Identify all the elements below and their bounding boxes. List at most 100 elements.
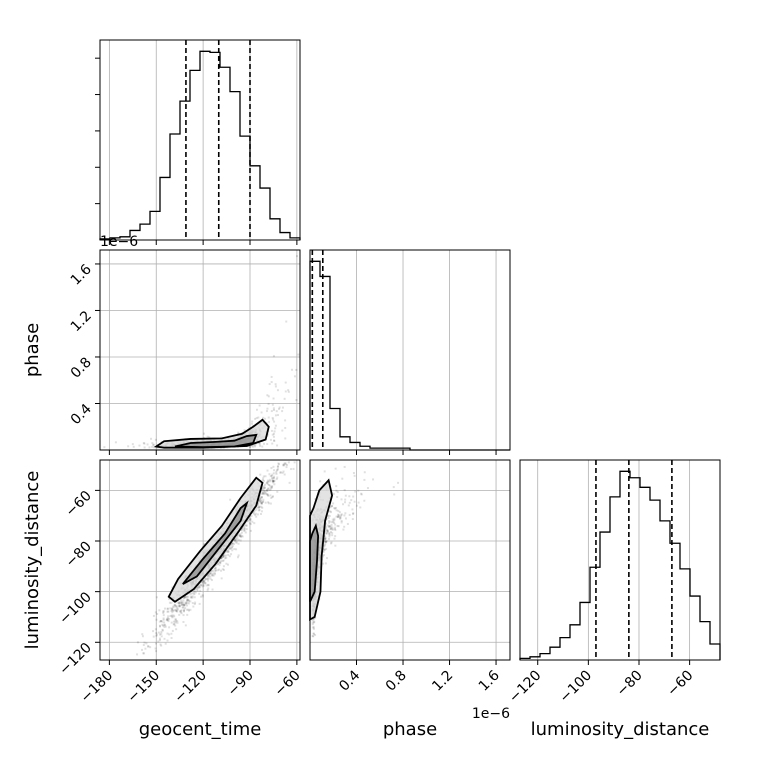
sample-point	[324, 530, 327, 533]
sample-point	[335, 515, 338, 518]
sample-point	[170, 607, 173, 610]
sample-point	[152, 443, 155, 446]
sample-point	[331, 518, 334, 521]
sample-point	[177, 604, 180, 607]
sample-point	[272, 480, 275, 483]
sample-point	[190, 592, 193, 595]
sample-point	[267, 416, 270, 419]
sample-point	[174, 618, 177, 621]
sample-point	[180, 599, 183, 602]
sample-point	[202, 432, 205, 435]
sample-point	[186, 599, 189, 602]
sample-point	[339, 517, 342, 520]
sample-point	[209, 577, 212, 580]
sample-point	[164, 642, 167, 645]
sample-point	[239, 535, 242, 538]
sample-point	[372, 478, 375, 481]
sample-point	[276, 468, 279, 471]
sample-point	[312, 627, 315, 630]
sample-point	[312, 621, 315, 624]
sample-point	[166, 618, 169, 621]
sample-point	[178, 605, 181, 608]
sample-point	[170, 601, 173, 604]
sample-point	[182, 614, 185, 617]
sample-point	[337, 509, 340, 512]
sample-point	[258, 499, 261, 502]
sample-point	[251, 445, 254, 448]
sample-point	[330, 542, 333, 545]
sample-point	[342, 528, 345, 531]
panel-frame	[99, 459, 301, 661]
sample-point	[267, 494, 270, 497]
sample-point	[266, 493, 269, 496]
sample-point	[272, 480, 275, 483]
sample-point	[281, 406, 284, 409]
sample-point	[261, 492, 264, 495]
panel-frame	[99, 39, 301, 241]
sample-point	[366, 487, 369, 490]
sample-point	[219, 561, 222, 564]
sample-point	[352, 512, 355, 515]
sample-point	[293, 461, 296, 464]
sample-point	[256, 503, 259, 506]
sample-point	[260, 510, 263, 513]
x-tick-label: −80	[614, 668, 646, 700]
hist-panel-phase	[309, 249, 511, 455]
sample-point	[166, 619, 169, 622]
sample-point	[347, 504, 350, 507]
hist-panel-luminosity_distance: −120 −100 −80 −60	[506, 459, 721, 706]
sample-point	[176, 608, 179, 611]
sample-point	[238, 534, 241, 537]
sample-point	[198, 592, 201, 595]
sample-point	[340, 514, 343, 517]
scatter-panel-geocent_time-luminosity_distance: −180 −150 −120 −90 −60−120−100−80−60	[56, 459, 304, 706]
sample-point	[243, 529, 246, 532]
sample-point	[260, 502, 263, 505]
sample-point	[253, 445, 256, 448]
sample-point	[212, 574, 215, 577]
sample-point	[152, 614, 155, 617]
sample-point	[270, 485, 273, 488]
sample-point	[198, 582, 201, 585]
sample-point	[262, 485, 265, 488]
sample-point	[324, 540, 327, 543]
sample-point	[149, 646, 152, 649]
sample-point	[213, 571, 216, 574]
sample-point	[230, 553, 233, 556]
sample-point	[230, 542, 233, 545]
sample-point	[148, 446, 151, 449]
sample-point	[167, 610, 170, 613]
sample-point	[204, 578, 207, 581]
sample-point	[202, 584, 205, 587]
sample-point	[151, 442, 154, 445]
sample-point	[276, 465, 279, 468]
sample-point	[283, 462, 286, 465]
sample-point	[182, 610, 185, 613]
sample-point	[282, 470, 285, 473]
sample-point	[266, 489, 269, 492]
sample-point	[236, 534, 239, 537]
sample-point	[331, 532, 334, 535]
sample-point	[199, 595, 202, 598]
sample-point	[323, 540, 326, 543]
sample-point	[235, 540, 238, 543]
sample-point	[354, 490, 357, 493]
sample-point	[184, 601, 187, 604]
sample-point	[196, 588, 199, 591]
sample-point	[277, 462, 280, 465]
sample-point	[314, 633, 317, 636]
sample-point	[352, 472, 355, 475]
sample-point	[272, 432, 275, 435]
sample-point	[328, 524, 331, 527]
sample-point	[326, 515, 329, 518]
sample-point	[220, 577, 223, 580]
sample-point	[191, 595, 194, 598]
sample-point	[311, 621, 314, 624]
sample-point	[278, 406, 281, 409]
sample-point	[296, 255, 299, 258]
sample-point	[207, 572, 210, 575]
sample-point	[363, 471, 366, 474]
sample-point	[229, 498, 232, 501]
sample-point	[272, 355, 275, 358]
sample-point	[229, 544, 232, 547]
